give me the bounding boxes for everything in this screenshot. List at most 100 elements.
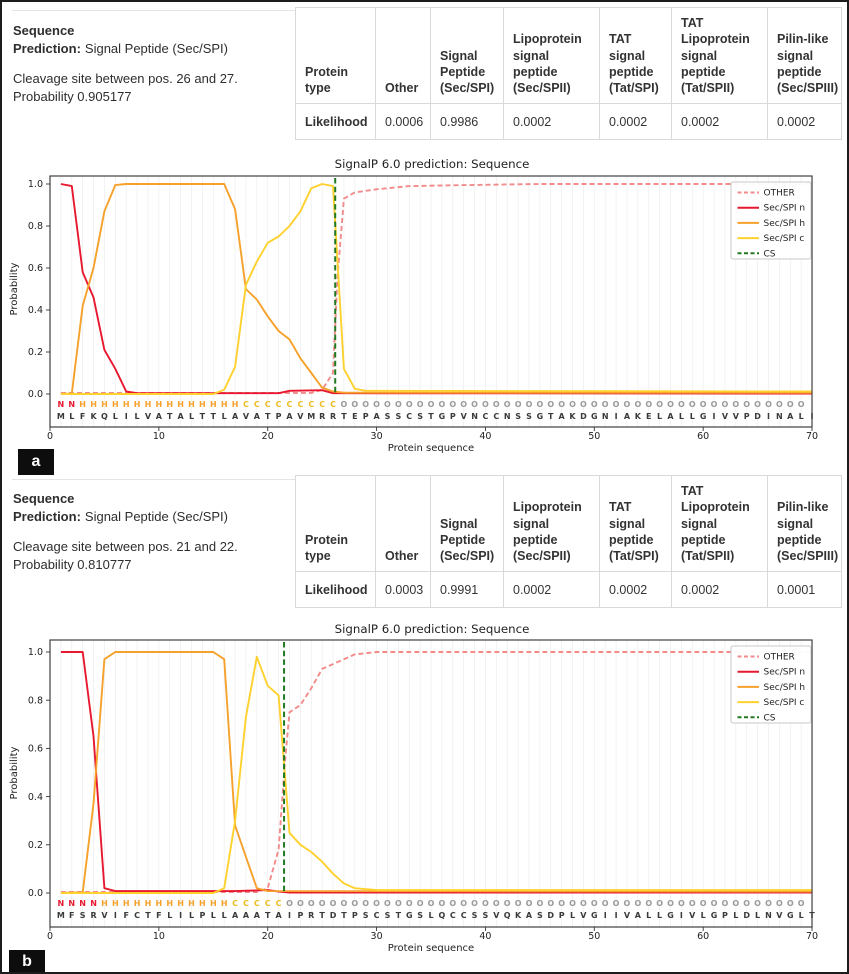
- residue-letter: L: [690, 412, 695, 421]
- residue-letter: T: [265, 911, 271, 920]
- state-letter: O: [362, 400, 369, 409]
- residue-letter: A: [624, 412, 631, 421]
- state-letter: H: [232, 400, 239, 409]
- state-letter: O: [711, 899, 718, 908]
- state-letter: O: [754, 400, 761, 409]
- signalp-chart-a: SignalP 6.0 prediction: Sequence 0.0 0.2 0.…: [9, 157, 818, 454]
- x-tick-label: 60: [697, 431, 709, 442]
- state-letter: O: [493, 400, 500, 409]
- state-letter: O: [384, 899, 391, 908]
- residue-letter: T: [396, 911, 402, 920]
- residue-letter: I: [767, 412, 770, 421]
- y-tick-label: 0.0: [28, 389, 43, 400]
- residue-letter: S: [537, 911, 543, 920]
- state-letter: O: [460, 400, 467, 409]
- table-header-cell: Protein type: [295, 6, 376, 105]
- state-letter: O: [330, 899, 337, 908]
- state-letter: H: [90, 400, 97, 409]
- residue-letter: P: [297, 911, 303, 920]
- likelihood-value: 0.0002: [503, 571, 600, 609]
- state-letter: O: [286, 899, 293, 908]
- legend-label: Sec/SPI h: [764, 683, 806, 693]
- state-letter: C: [330, 400, 336, 409]
- residue-letter: P: [450, 412, 456, 421]
- state-letter: O: [722, 400, 729, 409]
- residue-letter: T: [341, 911, 347, 920]
- likelihood-value: 0.0002: [599, 571, 672, 609]
- state-letter: O: [700, 899, 707, 908]
- residue-letter: Q: [438, 911, 445, 920]
- x-axis-label: Protein sequence: [388, 443, 474, 454]
- state-letter: O: [449, 899, 456, 908]
- x-tick-label: 10: [153, 931, 165, 942]
- residue-letter: A: [373, 412, 380, 421]
- plot-frame: [49, 175, 813, 428]
- state-letter: O: [341, 400, 348, 409]
- residue-letter: T: [265, 412, 271, 421]
- state-letter: H: [101, 400, 108, 409]
- series-other: [60, 651, 812, 893]
- state-letter: O: [678, 899, 685, 908]
- panel-label-a: a: [18, 449, 54, 475]
- residue-letter: V: [580, 911, 587, 920]
- residue-letter: R: [308, 911, 314, 920]
- residue-letter: R: [330, 412, 336, 421]
- state-letter: O: [743, 899, 750, 908]
- residue-letter: G: [591, 412, 598, 421]
- residue-letter: P: [363, 412, 369, 421]
- state-letter: O: [602, 899, 609, 908]
- residue-letter: F: [156, 911, 161, 920]
- residue-letter: R: [90, 911, 96, 920]
- residue-letter: P: [276, 412, 282, 421]
- likelihood-value: 0.0002: [503, 103, 600, 141]
- state-letter: H: [112, 899, 119, 908]
- state-letter: O: [645, 899, 652, 908]
- residue-letter: C: [450, 911, 456, 920]
- state-letter: H: [166, 400, 173, 409]
- y-tick-label: 0.4: [28, 305, 43, 316]
- legend: OTHER Sec/SPI n Sec/SPI h Sec/SPI c CS: [730, 645, 812, 724]
- residue-letter: L: [167, 911, 172, 920]
- x-axis-label: Protein sequence: [388, 943, 474, 954]
- y-tick-label: 0.8: [28, 695, 43, 706]
- residue-letter: T: [809, 911, 815, 920]
- state-letter: H: [188, 899, 195, 908]
- residue-letter: V: [776, 911, 783, 920]
- table-header-cell: TAT Lipoprotein signal peptide (Tat/SPII…: [671, 6, 768, 105]
- state-letter: O: [624, 400, 631, 409]
- residue-letter: G: [667, 911, 674, 920]
- residue-letter: I: [680, 911, 683, 920]
- state-letter: N: [68, 400, 75, 409]
- residue-letter: I: [288, 911, 291, 920]
- legend-label: Sec/SPI c: [764, 234, 805, 244]
- likelihood-table-a: Protein type Other Signal Peptide (Sec/SPI…: [295, 6, 842, 141]
- residue-letter: D: [547, 911, 554, 920]
- residue-letter: I: [179, 911, 182, 920]
- state-letter: O: [515, 899, 522, 908]
- residue-letter: T: [548, 412, 554, 421]
- state-letter: O: [711, 400, 718, 409]
- residue-letter: T: [167, 412, 173, 421]
- residue-letter: A: [559, 412, 566, 421]
- y-tick-label: 0.0: [28, 888, 43, 899]
- residue-letter: S: [80, 911, 86, 920]
- state-letter: O: [743, 400, 750, 409]
- likelihood-value: 0.0006: [375, 103, 431, 141]
- residue-letter: V: [461, 412, 468, 421]
- residue-letter: N: [765, 911, 772, 920]
- state-letter: O: [428, 400, 435, 409]
- state-letter: H: [134, 899, 141, 908]
- likelihood-value: 0.0002: [599, 103, 672, 141]
- state-letter: O: [613, 899, 620, 908]
- residue-letter: A: [526, 911, 533, 920]
- residue-letter: T: [341, 412, 347, 421]
- state-letter: O: [341, 899, 348, 908]
- residue-letter: N: [504, 412, 511, 421]
- legend-box: [730, 181, 812, 260]
- x-tick-label: 0: [47, 431, 53, 442]
- residue-letter: Q: [504, 911, 511, 920]
- table-header-cell: Protein type: [295, 474, 376, 573]
- probability-text: Probability 0.810777: [13, 556, 132, 572]
- state-letter: O: [689, 899, 696, 908]
